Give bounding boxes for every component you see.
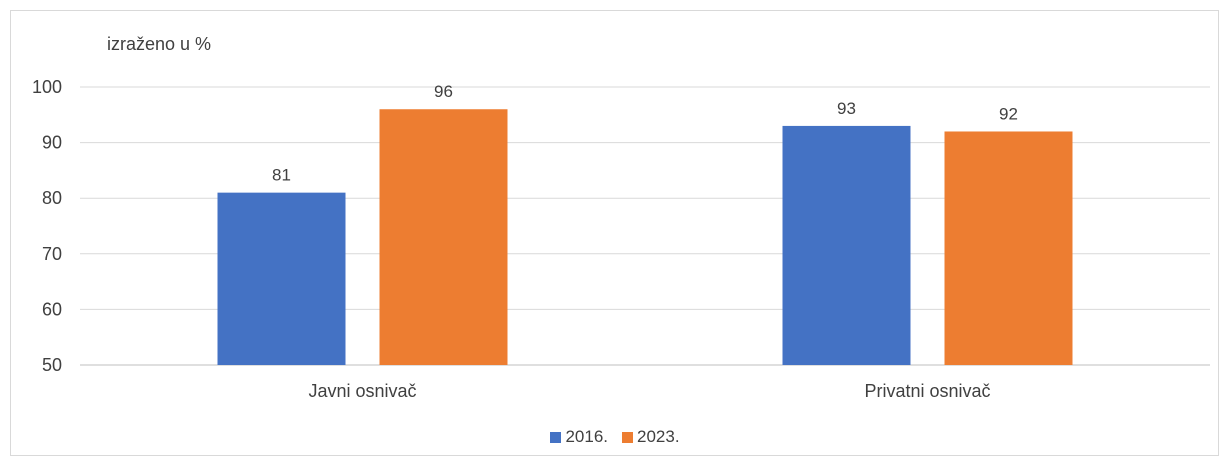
category-label-0: Javni osnivač [308, 381, 416, 401]
data-label-1-0: 93 [837, 99, 856, 118]
data-label-0-0: 81 [272, 166, 291, 185]
bar-0-1 [379, 109, 508, 366]
bar-1-0 [782, 125, 911, 365]
category-label-1: Privatni osnivač [864, 381, 990, 401]
legend-item-2023: 2023. [622, 427, 680, 447]
bar-1-1 [944, 131, 1073, 365]
unit-note: izraženo u % [107, 34, 212, 54]
legend-swatch-2023 [622, 431, 633, 443]
legend-swatch-2016 [550, 431, 562, 443]
legend: 2016. 2023. [0, 427, 1230, 447]
bar-0-0 [217, 192, 346, 365]
y-tick-label-100: 100 [32, 77, 62, 97]
y-tick-label-70: 70 [42, 244, 62, 264]
legend-label-2023: 2023. [637, 427, 680, 446]
legend-item-2016: 2016. [550, 427, 608, 447]
legend-label-2016: 2016. [565, 427, 608, 446]
data-label-0-1: 96 [434, 82, 453, 101]
y-tick-label-80: 80 [42, 188, 62, 208]
y-tick-label-60: 60 [42, 299, 62, 319]
y-tick-label-50: 50 [42, 355, 62, 375]
data-label-1-1: 92 [999, 104, 1018, 123]
y-tick-label-90: 90 [42, 133, 62, 153]
